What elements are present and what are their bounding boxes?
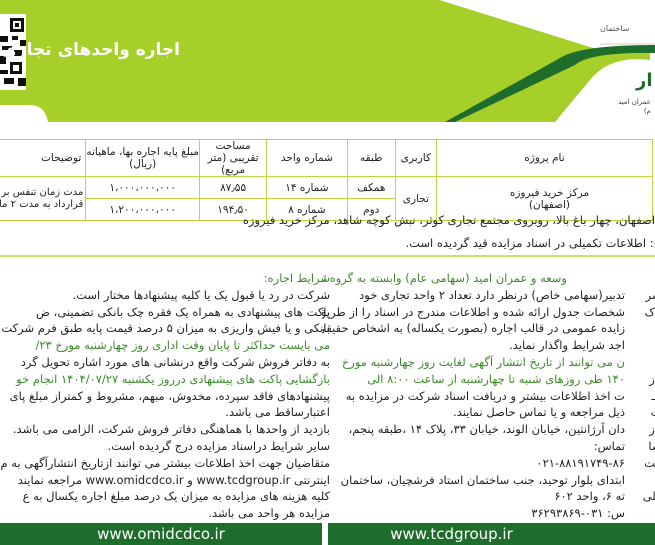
note-text: ح: اطلاعات تکمیلی در اسناد مزایده قید گر…	[405, 236, 655, 250]
right-column-line: شخصات جدول ارائه شده و اطلاعات مندرج در …	[322, 304, 625, 319]
col-header-usage: کاربری	[394, 139, 437, 177]
cell-floor: همکف	[346, 176, 396, 199]
footer-left: www.omidcdco.ir	[0, 523, 322, 545]
left-column-line: شرایط اجاره:	[263, 271, 330, 285]
edge-fragment: • پاک	[644, 304, 655, 319]
header-banner	[0, 0, 655, 122]
right-column-line: ۰۲۱-۸۸۱۹۱۷۴۹-۸۶	[536, 455, 625, 470]
edge-fragment: این	[632, 472, 655, 488]
edge-fragment: • مت	[644, 455, 655, 470]
left-column-line: پاکت های پیشنهادی به همراه یک فقره چک با…	[36, 304, 330, 319]
edge-fragment: • سا	[648, 439, 655, 453]
right-column-line: اجد شرایط واگذار نماید.	[509, 338, 625, 353]
edge-fragment: اعت	[632, 404, 655, 420]
note-line: قرارداد به مدت ۲ ما	[0, 198, 84, 210]
left-column-line: بانکی و یا فیش واریزی به میزان ۵ درصد قی…	[1, 321, 330, 336]
left-column-line: به دفاتر فروش شرکت واقع درنشانی های مورد…	[20, 355, 330, 369]
edge-fragment: • شر	[645, 287, 655, 302]
edge-fragment: شر	[632, 270, 655, 286]
right-column-line: ن می توانند از تاریخ انتشار آگهی لغایت ر…	[341, 355, 625, 369]
right-column-line: ابتدای بلوار توحید، جنب ساختمان استاد فر…	[340, 472, 625, 487]
address-text: اصفهان، چهار باغ بالا، روبروی مجتمع تجار…	[242, 213, 655, 227]
cell-floor: دوم	[346, 198, 396, 221]
cell-price: ۱،۲۰۰،۰۰۰،۰۰۰	[85, 198, 201, 221]
cell-unit: شماره ۸	[266, 198, 348, 221]
cell-area: ۱۹۴٫۵۰	[199, 198, 268, 221]
left-column-line: کلیه هزینه های مزایده به میزان یک درصد م…	[22, 489, 330, 504]
edge-fragment: • کلی	[642, 489, 655, 504]
right-column-line: وسعه و عمران امید (سهامی عام) وابسته به …	[322, 271, 567, 285]
cell-project: مرکز خرید فیروزه (اصفهان)	[435, 176, 654, 221]
note-line: مدت زمان تنفس بر	[1, 186, 84, 198]
left-column-line: متقاضیان جهت اخذ اطلاعات بیشتر می توانند…	[0, 455, 330, 470]
col-header-price: مبلغ پایه اجاره بها، ماهیانه (ریال)	[85, 139, 201, 177]
left-column-line: مزایده هر واحد می باشد.	[208, 506, 330, 521]
cell-area: ۸۷٫۵۵	[199, 176, 268, 199]
right-column-line: ذیل مراجعه و یا تماس حاصل نمایند.	[453, 405, 625, 420]
units-table: نام پروژه کاربری طبقه شماره واحد مساحت ت…	[0, 139, 654, 221]
edge-fragment: بان	[632, 320, 655, 336]
brand-subtitle-line: م)	[643, 107, 651, 115]
right-column-line: ته ۶، واحد ۶۰۲	[554, 489, 625, 504]
left-column-line: شرکت در رد یا قبول یک یا کلیه پیشنهادها …	[72, 287, 330, 302]
right-column-line: ت اخذ اطلاعات بیشتر و دریافت اسناد شرکت …	[345, 388, 625, 403]
col-header-notes: توضیحات	[0, 139, 87, 177]
col-header-floor: طبقه	[346, 139, 396, 177]
footer-right: www.tcdgroup.ir	[328, 523, 655, 545]
right-column-line: تدبیر(سهامی خاص) درنظر دارد تعداد ۲ واحد…	[359, 287, 625, 302]
table-row: دوم شماره ۸ ۱۹۴٫۵۰ ۱،۲۰۰،۰۰۰،۰۰۰	[0, 198, 653, 221]
cell-notes: مدت زمان تنفس بر قرارداد به مدت ۲ ما	[0, 176, 87, 221]
edge-fragment: • باز	[649, 371, 655, 386]
edge-fragment: به	[632, 354, 655, 370]
right-column-line: ۱۴۰ طی روزهای شنبه تا چهارشنبه از ساعت ۸…	[367, 371, 625, 386]
edge-fragment: • باز	[649, 422, 655, 437]
left-column-line: سایر شرایط دراسناد مزایده درج گردیده است…	[107, 439, 330, 453]
col-header-area: مساحت تقریبی (متر مربع)	[199, 139, 268, 177]
cell-usage: تجاری	[394, 176, 437, 221]
table-header-row: نام پروژه کاربری طبقه شماره واحد مساحت ت…	[0, 139, 654, 177]
left-column-line: بازگشایی پاکت های پیشنهادی درروز یکشنبه …	[16, 371, 330, 386]
tcdgroup-link[interactable]: www.tcdgroup.ir	[390, 525, 513, 543]
col-header-unit: شماره واحد	[266, 139, 348, 177]
left-column-line: اینترنتی www.tcdgroup.ir و www.omidcdco.…	[17, 472, 330, 487]
brand-subtitle-line: عمران امید	[618, 98, 651, 106]
left-column-line: می بایست حداکثر تا پایان وقت اداری روز چ…	[35, 338, 330, 353]
qr-code-icon	[0, 14, 26, 90]
edge-fragment: • پیـ	[651, 388, 655, 403]
right-column-line: تماس:	[593, 439, 625, 453]
cell-unit: شماره ۱۴	[266, 176, 348, 199]
table-row: مرکز خرید فیروزه (اصفهان) تجاری همکف شما…	[0, 176, 654, 221]
left-column-line: بازدید از واحدها با هماهنگی دفاتر فروش ش…	[12, 422, 330, 437]
edge-fragment: مز	[632, 505, 655, 521]
col-header-project: نام پروژه	[435, 139, 654, 177]
brand-subtitle: عمران امید م)	[618, 98, 651, 116]
right-column-line: دان آرژانتین، خیابان الوند، خیابان ۳۳، پ…	[348, 422, 625, 437]
brand-tagline: ساختمان	[600, 24, 630, 33]
right-column-line: س: ۰۳۱-۳۶۲۹۳۸۶۹	[531, 506, 625, 521]
edge-fragment: می	[632, 337, 655, 353]
page-title: اجاره واحدهای تجاری	[1, 40, 180, 60]
left-column-line: پیشنهادهای فاقد سپرده، مخدوش، مبهم، مشرو…	[9, 388, 330, 403]
cell-price: ۱،۰۰۰،۰۰۰،۰۰۰	[85, 176, 201, 199]
right-column-line: زایده عمومی در قالب اجاره (بصورت یکساله)…	[322, 321, 625, 336]
divider	[0, 255, 655, 257]
left-column-line: اعتبارساقط می باشد.	[225, 405, 330, 420]
brand-logo: ار	[636, 70, 653, 91]
omidcdco-link[interactable]: www.omidcdco.ir	[97, 525, 225, 543]
